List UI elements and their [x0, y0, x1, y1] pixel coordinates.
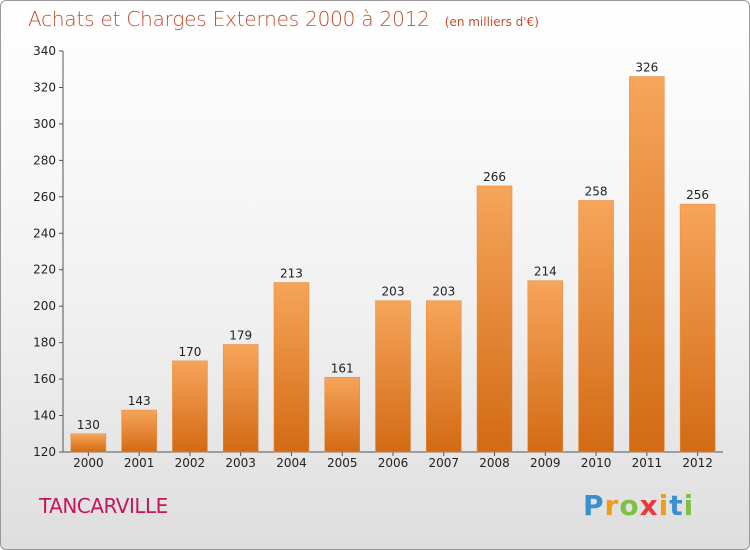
- bar-2001: [121, 409, 157, 453]
- bar-2000: [70, 433, 107, 453]
- bar-2003: [222, 344, 259, 453]
- y-tick-label: 160: [33, 372, 56, 386]
- bar-2006: [375, 300, 411, 453]
- value-label-2007: 203: [432, 285, 455, 299]
- x-tick-label-2009: 2009: [530, 456, 561, 470]
- value-label-2010: 258: [585, 184, 608, 198]
- x-tick-label-2002: 2002: [175, 456, 206, 470]
- city-name: TANCARVILLE: [39, 494, 168, 518]
- x-tick-label-2008: 2008: [479, 456, 510, 470]
- x-tick-label-2001: 2001: [124, 456, 155, 470]
- bar-2005: [324, 377, 360, 453]
- chart-title-text: Achats et Charges Externes 2000 à 2012: [28, 7, 430, 31]
- proxiti-logo: Proxiti: [583, 489, 694, 522]
- y-tick-label: 240: [33, 226, 56, 240]
- x-tick-label-2010: 2010: [581, 456, 612, 470]
- value-label-2001: 143: [128, 394, 151, 408]
- logo-letter: o: [619, 489, 640, 522]
- logo-letter: x: [639, 489, 659, 522]
- y-tick-label: 300: [33, 117, 56, 131]
- logo-letter: t: [669, 489, 684, 522]
- bar-2008: [476, 185, 513, 453]
- logo-letter: i: [658, 489, 670, 522]
- x-tick-label-2012: 2012: [682, 456, 713, 470]
- y-tick-label: 200: [33, 299, 56, 313]
- bar-2011: [629, 76, 665, 453]
- value-label-2004: 213: [280, 266, 303, 280]
- x-tick-label-2005: 2005: [327, 456, 358, 470]
- x-tick-label-2000: 2000: [73, 456, 104, 470]
- value-label-2012: 256: [686, 188, 709, 202]
- x-tick-label-2006: 2006: [378, 456, 409, 470]
- y-tick-label: 280: [33, 153, 56, 167]
- bar-2010: [578, 200, 614, 453]
- x-tick-label-2011: 2011: [632, 456, 663, 470]
- logo-letter: r: [604, 489, 620, 522]
- bar-2007: [426, 300, 462, 453]
- value-label-2009: 214: [534, 265, 557, 279]
- x-tick-label-2003: 2003: [225, 456, 256, 470]
- y-tick-label: 340: [33, 44, 56, 58]
- y-tick-label: 180: [33, 336, 56, 350]
- chart-title: Achats et Charges Externes 2000 à 2012 (…: [28, 7, 539, 31]
- x-tick-label-2004: 2004: [276, 456, 307, 470]
- bar-2009: [527, 280, 564, 453]
- logo-letter: P: [583, 489, 605, 522]
- value-label-2003: 179: [229, 328, 252, 342]
- bar-2012: [679, 203, 716, 453]
- value-label-2005: 161: [331, 361, 354, 375]
- bar-2002: [172, 360, 208, 453]
- y-tick-label: 220: [33, 263, 56, 277]
- x-tick-label-2007: 2007: [428, 456, 459, 470]
- y-tick-label: 140: [33, 409, 56, 423]
- y-tick-label: 120: [33, 445, 56, 459]
- logo-letter: i: [683, 489, 695, 522]
- chart-unit: (en milliers d'€): [444, 15, 539, 29]
- value-label-2000: 130: [77, 418, 100, 432]
- value-label-2011: 326: [635, 61, 658, 75]
- value-label-2008: 266: [483, 170, 506, 184]
- bar-2004: [273, 282, 310, 453]
- y-tick-label: 260: [33, 190, 56, 204]
- value-label-2002: 170: [178, 345, 201, 359]
- y-tick-label: 320: [33, 80, 56, 94]
- value-label-2006: 203: [382, 285, 405, 299]
